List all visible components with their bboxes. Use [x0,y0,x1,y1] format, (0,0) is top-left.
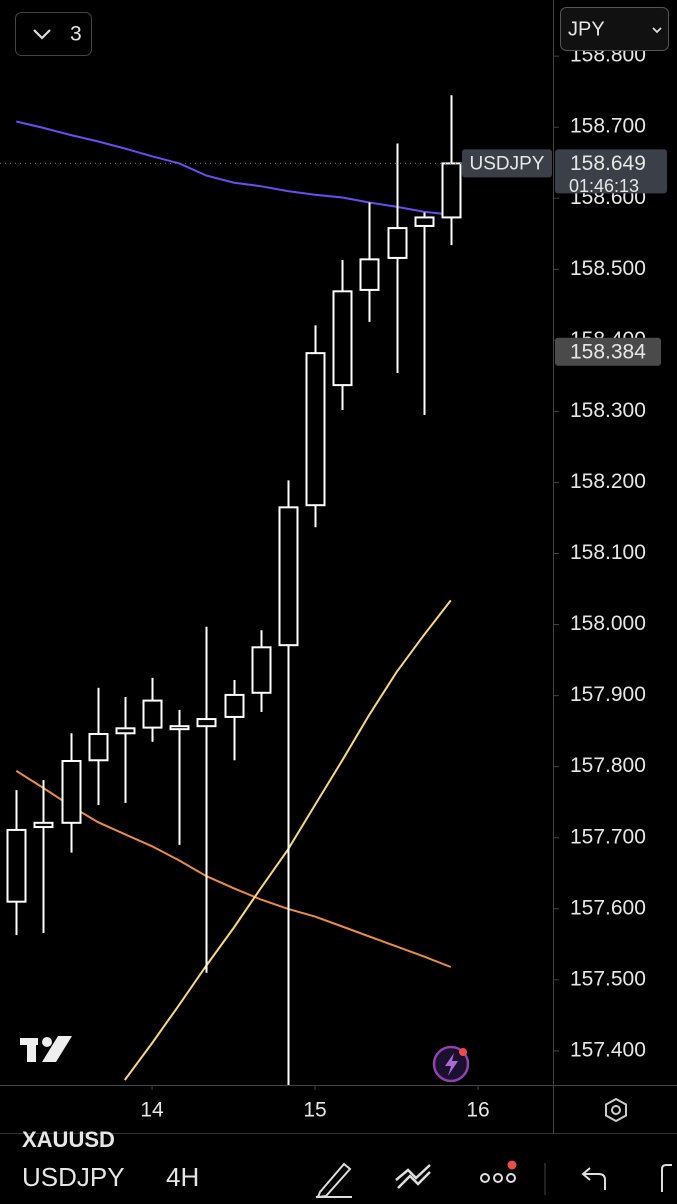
candle-body [196,718,217,728]
notification-dot [507,1160,517,1170]
y-tick-label: 158.300 [570,399,646,422]
candle-body [332,290,353,387]
x-tick-label: 15 [303,1099,326,1122]
layers-button[interactable]: 3 [15,12,92,56]
candle-body [115,727,136,735]
candle-body [414,216,435,227]
y-tick-label: 157.700 [570,825,646,848]
candle-body [88,732,109,762]
layers-button-box[interactable] [15,12,92,56]
interval-button[interactable]: 4H [166,1162,199,1192]
currency-dropdown[interactable]: JPY [560,7,669,51]
candle-body [142,699,163,729]
candle-body [387,227,408,259]
draw-tool-icon[interactable] [316,1162,352,1199]
gear-center [611,1105,621,1115]
logo-part [27,1038,36,1062]
x-tick-label: 14 [140,1099,164,1122]
alerts-icon[interactable] [432,1045,470,1083]
ghost-symbol: XAUUSD [22,1127,115,1152]
alert-dot [459,1048,467,1056]
marker-price-label: 158.384 [570,340,646,363]
settings-button[interactable] [605,1097,627,1123]
x-tick-label: 16 [466,1099,489,1122]
chevron-icon [33,29,51,40]
ma-line [16,120,451,216]
candle-body [305,352,326,507]
more-button[interactable] [480,1173,516,1183]
y-tick-label: 158.700 [570,115,646,138]
symbol-tag [462,149,552,178]
y-tick-label: 158.200 [570,470,646,493]
logo-part [42,1036,72,1062]
y-tick-label: 158.100 [570,541,646,564]
ma-line [15,770,452,968]
symbol-button[interactable]: USDJPY [22,1162,125,1192]
last-price-tag [555,149,667,194]
y-tick-label: 157.800 [570,754,646,777]
layer-count: 3 [70,23,82,46]
gear-icon[interactable] [605,1097,627,1123]
candle-body [33,821,54,829]
dot [506,1173,516,1183]
dropdown-icon [652,27,662,34]
candle-body [61,759,82,824]
candle-body [278,506,299,647]
candle-body [169,725,190,731]
y-tick-label: 157.600 [570,896,646,919]
dot [493,1173,503,1183]
lightning [445,1053,458,1076]
countdown-label: 01:46:13 [569,176,639,196]
undo-icon[interactable] [581,1167,606,1190]
logo [20,1036,72,1062]
y-tick-label: 158.000 [570,612,646,635]
candle-body [224,693,245,718]
candle-body [251,646,272,694]
plot: 157.400 157.500 157.600 157.700 157.800 157.9… [0,44,667,1122]
symbol-tag-label: USDJPY [470,153,545,174]
toolbar [0,1150,677,1199]
candle-body [6,828,27,903]
y-tick-label: 157.400 [570,1038,646,1061]
currency-label: JPY [568,18,605,40]
logo-part [42,1037,52,1047]
dot [480,1173,490,1183]
fullscreen-icon[interactable] [661,1164,672,1192]
indicators-icon[interactable] [395,1164,431,1189]
y-tick-label: 157.500 [570,967,646,990]
y-tick-label: 158.500 [570,257,646,280]
y-tick-label: 157.900 [570,683,646,706]
currency-dropdown-box[interactable] [560,7,669,51]
candle-body [441,162,462,219]
marker-price-tag [555,337,661,366]
candle-body [359,258,380,291]
last-price-label: 158.649 [570,152,646,175]
